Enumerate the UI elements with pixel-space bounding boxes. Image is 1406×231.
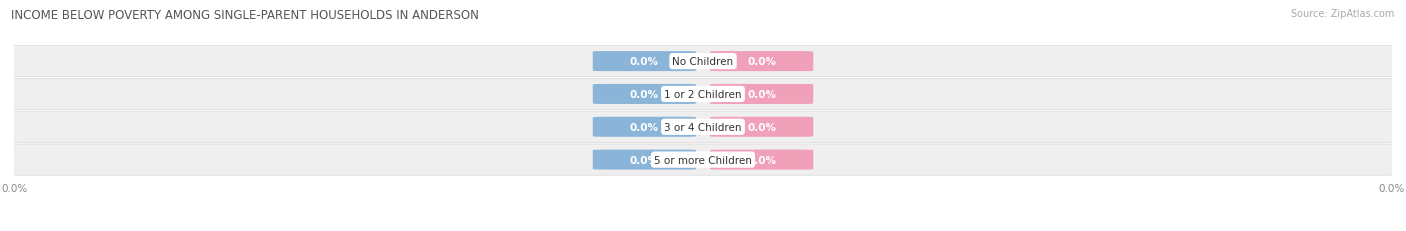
FancyBboxPatch shape (11, 46, 1395, 77)
FancyBboxPatch shape (710, 52, 813, 72)
FancyBboxPatch shape (593, 150, 696, 170)
FancyBboxPatch shape (593, 52, 696, 72)
Text: No Children: No Children (672, 57, 734, 67)
Text: 0.0%: 0.0% (630, 90, 659, 100)
FancyBboxPatch shape (11, 144, 1395, 175)
Text: Source: ZipAtlas.com: Source: ZipAtlas.com (1291, 9, 1395, 19)
FancyBboxPatch shape (710, 117, 813, 137)
Text: 0.0%: 0.0% (747, 122, 776, 132)
Text: INCOME BELOW POVERTY AMONG SINGLE-PARENT HOUSEHOLDS IN ANDERSON: INCOME BELOW POVERTY AMONG SINGLE-PARENT… (11, 9, 479, 22)
Text: 0.0%: 0.0% (630, 155, 659, 165)
Text: 0.0%: 0.0% (747, 155, 776, 165)
Text: 0.0%: 0.0% (630, 122, 659, 132)
FancyBboxPatch shape (710, 85, 813, 104)
Text: 3 or 4 Children: 3 or 4 Children (664, 122, 742, 132)
Text: 0.0%: 0.0% (747, 57, 776, 67)
Text: 5 or more Children: 5 or more Children (654, 155, 752, 165)
FancyBboxPatch shape (593, 117, 696, 137)
FancyBboxPatch shape (710, 150, 813, 170)
FancyBboxPatch shape (593, 85, 696, 104)
FancyBboxPatch shape (11, 79, 1395, 110)
Text: 0.0%: 0.0% (630, 57, 659, 67)
FancyBboxPatch shape (11, 112, 1395, 143)
Text: 1 or 2 Children: 1 or 2 Children (664, 90, 742, 100)
Text: 0.0%: 0.0% (747, 90, 776, 100)
